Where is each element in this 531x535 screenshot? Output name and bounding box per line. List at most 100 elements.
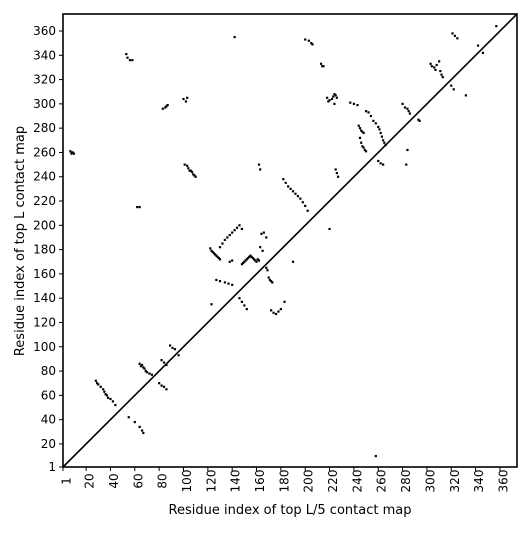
contact-point — [261, 249, 264, 252]
x-tick-label: 280 — [399, 470, 413, 493]
contact-point — [215, 254, 218, 257]
contact-point — [322, 65, 325, 68]
contact-point — [335, 96, 338, 99]
contact-point — [362, 146, 365, 149]
x-tick-label: 360 — [496, 470, 510, 493]
contact-point — [105, 394, 108, 397]
contact-point — [211, 250, 214, 254]
contact-point — [374, 122, 377, 125]
contact-point — [495, 25, 498, 28]
contact-point — [189, 169, 192, 172]
contact-point — [173, 348, 177, 351]
contact-point — [97, 383, 100, 386]
x-tick-label: 320 — [448, 470, 462, 493]
contact-point — [304, 38, 307, 41]
contact-point — [233, 35, 236, 39]
contact-point — [165, 388, 168, 391]
contact-point — [361, 145, 364, 148]
contact-point — [184, 100, 188, 103]
contact-point — [217, 257, 220, 260]
contact-point — [171, 346, 174, 350]
contact-point — [127, 416, 130, 419]
contact-point — [440, 73, 443, 76]
contact-point — [165, 363, 168, 367]
contact-point — [336, 175, 340, 178]
contact-point — [296, 195, 300, 198]
contact-point — [190, 170, 194, 173]
contact-point — [271, 281, 274, 284]
contact-point — [95, 382, 99, 385]
contact-point — [70, 151, 73, 154]
contact-point — [327, 100, 330, 103]
y-tick-label: 340 — [33, 48, 56, 62]
contact-point — [160, 359, 163, 362]
contact-point — [377, 159, 380, 163]
x-tick-label: 20 — [83, 473, 97, 488]
contact-point — [69, 150, 72, 153]
contact-point — [301, 201, 304, 204]
contact-point — [333, 93, 336, 96]
y-tick-label: 80 — [41, 364, 56, 378]
contact-point — [328, 99, 331, 102]
contact-point — [103, 390, 106, 393]
contact-point — [481, 51, 485, 54]
contact-point — [218, 280, 222, 283]
contact-point — [349, 101, 352, 104]
contact-point — [289, 187, 292, 190]
contact-point — [379, 162, 382, 165]
contact-point — [114, 403, 117, 407]
contact-point — [380, 135, 383, 138]
contact-point — [456, 37, 459, 40]
contact-point — [282, 178, 285, 181]
y-tick-label: 140 — [33, 291, 56, 305]
contact-point — [141, 429, 144, 432]
contact-point — [453, 34, 457, 37]
x-tick-label: 140 — [229, 470, 243, 493]
x-tick-label: 260 — [375, 470, 389, 493]
contact-point — [357, 124, 360, 127]
contact-point — [451, 32, 454, 35]
contact-point — [183, 163, 186, 166]
y-tick-label: 60 — [41, 388, 56, 402]
contact-point — [441, 76, 444, 79]
contact-point — [321, 65, 324, 68]
contact-point — [319, 62, 323, 65]
contact-point — [476, 44, 480, 47]
contact-point — [186, 96, 189, 99]
contact-point — [274, 312, 278, 316]
contact-point — [166, 103, 169, 107]
contact-point — [138, 206, 141, 209]
contact-point — [434, 68, 437, 71]
contact-point — [99, 385, 102, 388]
contact-point — [252, 258, 256, 261]
contact-point — [162, 361, 166, 364]
contact-point — [71, 151, 74, 154]
contact-point — [192, 173, 195, 176]
contact-point — [363, 148, 366, 152]
contact-point — [464, 94, 467, 97]
contact-point — [216, 255, 219, 258]
contact-point — [104, 393, 107, 396]
contact-point — [378, 128, 381, 131]
contact-point — [231, 283, 234, 286]
plot-frame-layer — [62, 13, 518, 468]
contact-point — [256, 258, 259, 261]
contact-point — [218, 258, 222, 261]
y-tick-label: 260 — [33, 145, 56, 159]
contact-point — [244, 259, 247, 262]
y-axis-ticks: 1204060801001201401601802002202402602803… — [33, 24, 63, 474]
y-tick-label: 320 — [33, 73, 56, 87]
contact-point — [215, 278, 218, 282]
contact-point — [145, 371, 149, 374]
diagonal-line — [62, 13, 518, 468]
contact-point — [106, 396, 110, 399]
contact-point — [430, 65, 433, 68]
x-tick-label: 40 — [107, 473, 121, 488]
x-tick-label: 300 — [423, 470, 437, 493]
contact-point — [142, 431, 145, 435]
contact-point — [406, 107, 409, 110]
contact-point — [408, 112, 411, 115]
contact-point — [141, 363, 144, 367]
contact-point — [212, 252, 216, 255]
